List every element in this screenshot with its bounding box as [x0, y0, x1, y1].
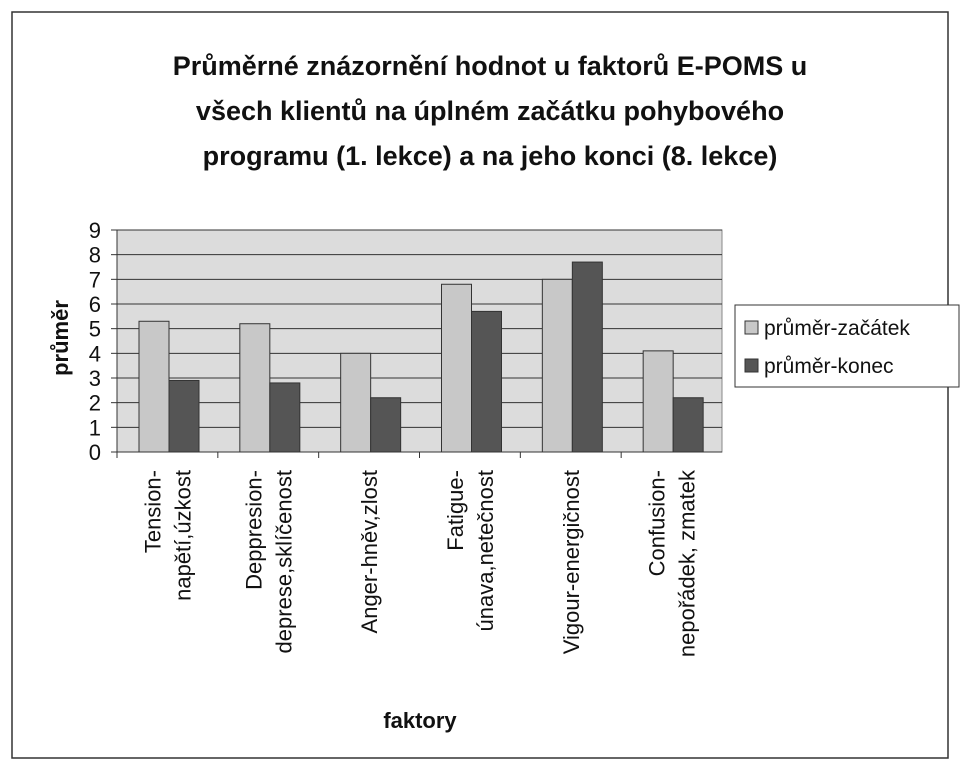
chart-title: programu (1. lekce) a na jeho konci (8. … [203, 141, 778, 171]
bar [642, 350, 674, 453]
y-tick-label: 1 [89, 415, 101, 440]
legend-swatch [744, 358, 759, 373]
bar [672, 397, 704, 453]
bar [239, 323, 271, 453]
legend-swatch [744, 320, 759, 335]
bar [471, 310, 502, 453]
bar [269, 382, 301, 453]
plot-area [116, 229, 723, 453]
x-tick-label: Deppresion- [241, 470, 266, 590]
chart-title: všech klientů na úplném začátku pohybové… [196, 96, 784, 126]
legend-label: průměr-konec [764, 355, 894, 378]
y-tick-label: 0 [89, 440, 101, 465]
y-tick-label: 4 [89, 341, 101, 366]
x-tick-label: Fatigue- [443, 470, 468, 551]
bar [571, 261, 603, 453]
x-tick-label: nepořádek, zmatek [675, 469, 700, 657]
bar [441, 283, 472, 453]
x-tick-label: napětí,úzkost [170, 470, 195, 601]
y-tick-label: 8 [89, 243, 101, 268]
chart-title: Průměrné znázornění hodnot u faktorů E-P… [173, 51, 808, 81]
y-tick-label: 5 [89, 317, 101, 342]
bar [138, 320, 170, 453]
bar [541, 278, 573, 453]
y-tick-label: 9 [89, 218, 101, 243]
x-tick-label: Vigour-energičnost [559, 470, 584, 654]
y-tick-label: 6 [89, 292, 101, 317]
bar [340, 352, 372, 453]
x-tick-label: únava,netečnost [473, 470, 498, 631]
bar [168, 379, 200, 453]
y-tick-label: 3 [89, 366, 101, 391]
y-tick-label: 7 [89, 267, 101, 292]
x-tick-label: Tension- [140, 470, 165, 553]
bar [370, 397, 402, 453]
x-axis-label: faktory [383, 708, 457, 733]
y-axis-label: průměr [48, 300, 73, 376]
x-tick-label: Anger-hněv,zlost [357, 470, 382, 633]
legend [734, 304, 960, 388]
x-tick-label: deprese,sklíčenost [271, 470, 296, 653]
legend-label: průměr-začátek [764, 317, 910, 340]
y-tick-label: 2 [89, 391, 101, 416]
x-tick-label: Confusion- [645, 470, 670, 576]
